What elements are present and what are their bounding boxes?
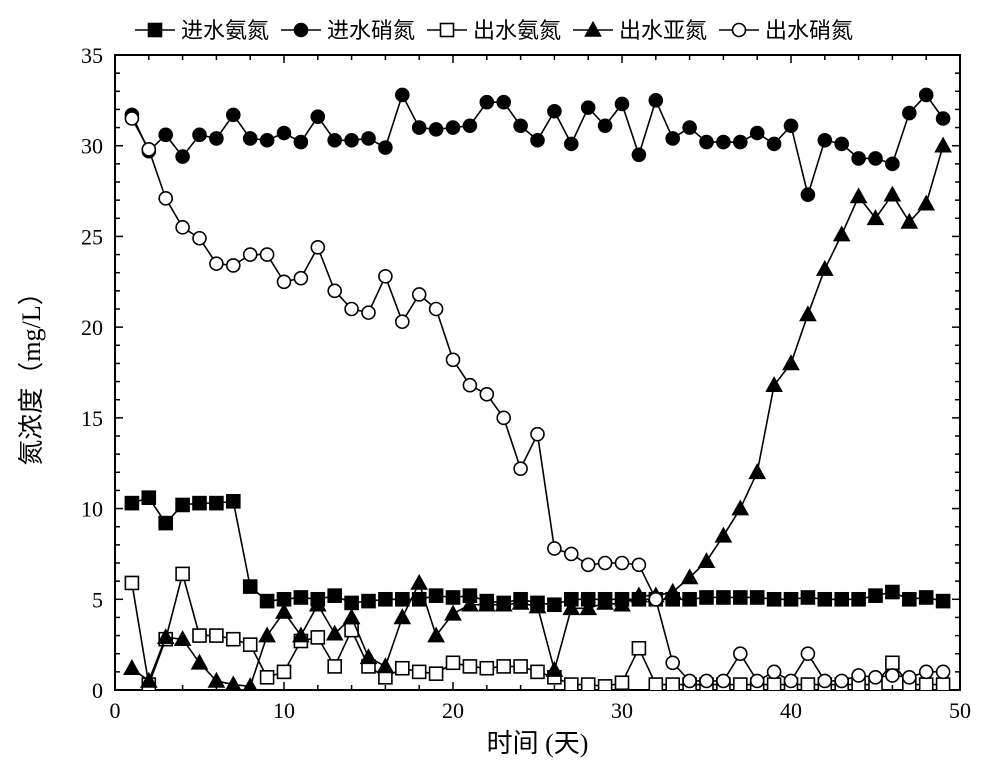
y-tick-label: 15 <box>81 406 103 431</box>
chart-container: 0 10 20 30 40 50 时间 (天) 0 5 10 15 20 25 30 35 氮浓度（mg/L）… <box>0 0 1000 773</box>
legend-label: 出水硝氮 <box>765 18 853 43</box>
x-axis-label: 时间 (天) <box>487 729 589 758</box>
x-tick-label: 40 <box>780 698 802 723</box>
x-tick-label: 10 <box>273 698 295 723</box>
y-tick-label: 5 <box>92 587 103 612</box>
legend-label: 进水氨氮 <box>181 18 269 43</box>
legend-label: 进水硝氮 <box>327 18 415 43</box>
y-tick-label: 25 <box>81 224 103 249</box>
x-tick-label: 0 <box>110 698 121 723</box>
y-tick-label: 35 <box>81 43 103 68</box>
y-axis-label: 氮浓度（mg/L） <box>17 279 46 465</box>
x-tick-label: 30 <box>611 698 633 723</box>
x-tick-label: 20 <box>442 698 464 723</box>
legend-label: 出水氨氮 <box>473 18 561 43</box>
legend-label: 出水亚氮 <box>619 18 707 43</box>
chart-svg: 0 10 20 30 40 50 时间 (天) 0 5 10 15 20 25 30 35 氮浓度（mg/L）… <box>0 0 1000 773</box>
y-tick-label: 10 <box>81 497 103 522</box>
y-tick-label: 30 <box>81 134 103 159</box>
y-tick-label: 0 <box>92 678 103 703</box>
y-tick-label: 20 <box>81 315 103 340</box>
x-tick-label: 50 <box>949 698 971 723</box>
